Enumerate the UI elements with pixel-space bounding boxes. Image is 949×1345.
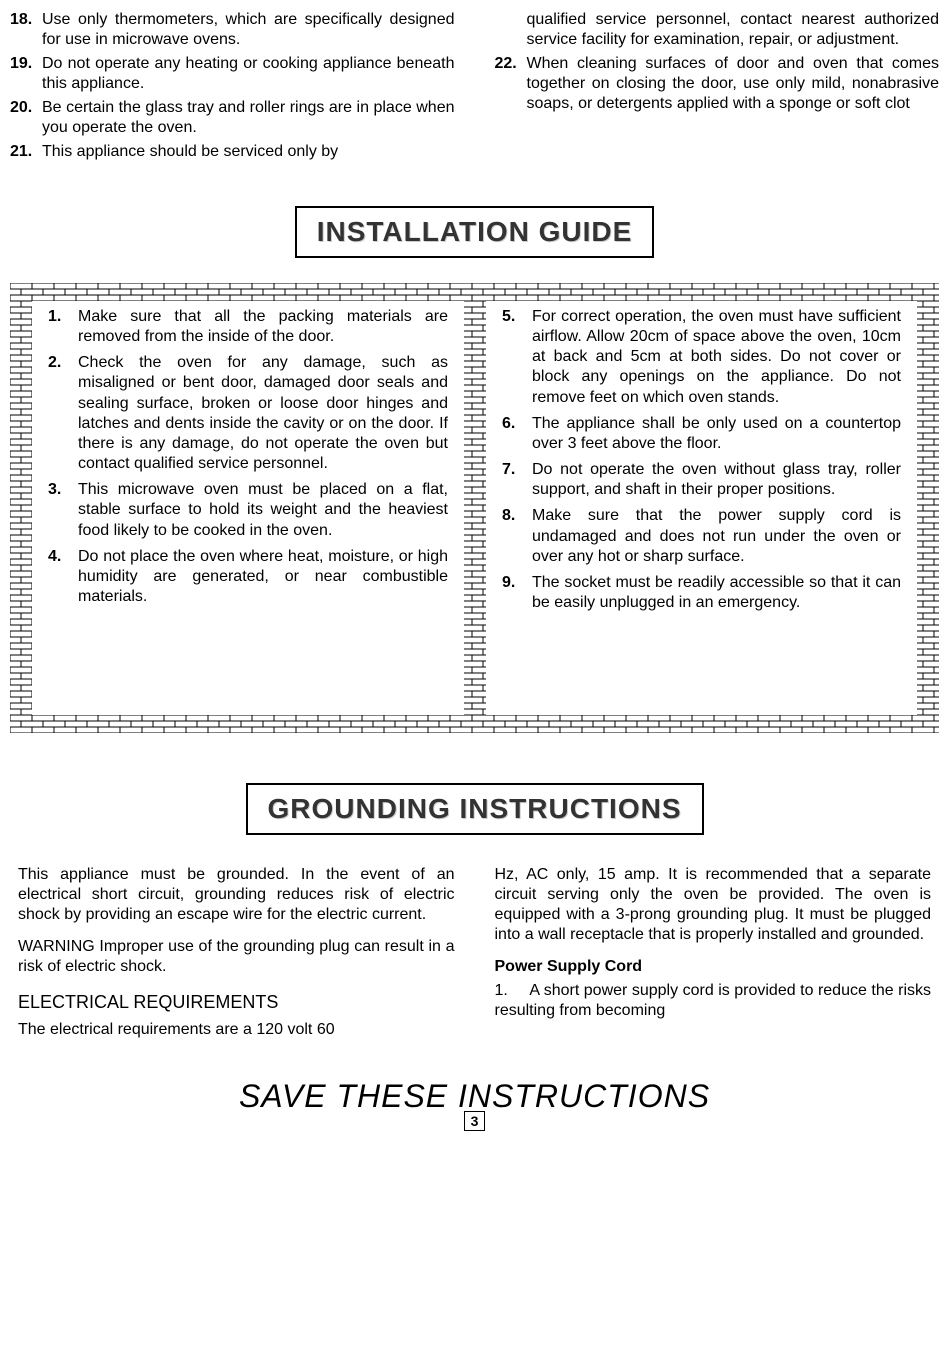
grounding-heading-wrap: GROUNDING INSTRUCTIONS [10, 783, 939, 835]
item-number: 18. [10, 10, 42, 50]
item-text: Do not operate any heating or cooking ap… [42, 54, 455, 94]
page-number: 3 [464, 1111, 486, 1131]
item-number: 19. [10, 54, 42, 94]
list-item: 3.This microwave oven must be placed on … [48, 480, 448, 540]
top-right-col: qualified service personnel, contact nea… [495, 10, 940, 166]
list-item: 7.Do not operate the oven without glass … [502, 460, 901, 500]
installation-guide-heading: INSTALLATION GUIDE [295, 206, 655, 258]
paragraph: The electrical requirements are a 120 vo… [18, 1020, 455, 1040]
list-item: 21. This appliance should be serviced on… [10, 142, 455, 162]
item-text: Be certain the glass tray and roller rin… [42, 98, 455, 138]
grounding-left-col: This appliance must be grounded. In the … [18, 865, 455, 1052]
paragraph: This appliance must be grounded. In the … [18, 865, 455, 925]
list-item: 1.Make sure that all the packing materia… [48, 307, 448, 347]
item-text: Do not operate the oven without glass tr… [532, 460, 901, 500]
item-number: 21. [10, 142, 42, 162]
list-item: 9.The socket must be readily accessible … [502, 573, 901, 613]
list-item: 19. Do not operate any heating or cookin… [10, 54, 455, 94]
item-text: Use only thermometers, which are specifi… [42, 10, 455, 50]
item-number: 20. [10, 98, 42, 138]
item-text: Do not place the oven where heat, moistu… [78, 547, 448, 607]
item-text: The appliance shall be only used on a co… [532, 414, 901, 454]
item-text: This appliance should be serviced only b… [42, 142, 455, 162]
item-text: Check the oven for any damage, such as m… [78, 353, 448, 474]
installation-guide-heading-wrap: INSTALLATION GUIDE [10, 206, 939, 258]
item-text: For correct operation, the oven must hav… [532, 307, 901, 408]
item-number: 6. [502, 414, 532, 454]
item-text: When cleaning surfaces of door and oven … [527, 54, 940, 114]
item-number: 22. [495, 54, 527, 114]
item-number: 7. [502, 460, 532, 500]
item-text: Make sure that all the packing materials… [78, 307, 448, 347]
list-item: 6.The appliance shall be only used on a … [502, 414, 901, 454]
grounding-body: This appliance must be grounded. In the … [10, 865, 939, 1052]
page-number-wrap: 3 [10, 1111, 939, 1131]
list-item: 5.For correct operation, the oven must h… [502, 307, 901, 408]
item-number: 4. [48, 547, 78, 607]
item-text: Make sure that the power supply cord is … [532, 506, 901, 566]
item-number: 2. [48, 353, 78, 474]
list-item: 4.Do not place the oven where heat, mois… [48, 547, 448, 607]
continued-text: qualified service personnel, contact nea… [527, 10, 940, 50]
item-text: The socket must be readily accessible so… [532, 573, 901, 613]
install-left-col: 1.Make sure that all the packing materia… [32, 301, 464, 715]
list-item: 2.Check the oven for any damage, such as… [48, 353, 448, 474]
list-item: 20. Be certain the glass tray and roller… [10, 98, 455, 138]
list-item: 22. When cleaning surfaces of door and o… [495, 54, 940, 114]
power-supply-cord-heading: Power Supply Cord [495, 957, 932, 977]
paragraph: Hz, AC only, 15 amp. It is recommended t… [495, 865, 932, 945]
item-number: 3. [48, 480, 78, 540]
list-item: 18. Use only thermometers, which are spe… [10, 10, 455, 50]
item-number: 8. [502, 506, 532, 566]
top-left-col: 18. Use only thermometers, which are spe… [10, 10, 455, 166]
install-right-col: 5.For correct operation, the oven must h… [486, 301, 917, 715]
item-number: 5. [502, 307, 532, 408]
list-item: 8.Make sure that the power supply cord i… [502, 506, 901, 566]
list-item: 1. A short power supply cord is provided… [495, 981, 932, 1021]
installation-box: 1.Make sure that all the packing materia… [10, 283, 939, 733]
save-instructions-banner: SAVE THESE INSTRUCTIONS [10, 1078, 939, 1115]
paragraph: WARNING Improper use of the grounding pl… [18, 937, 455, 977]
item-number: 9. [502, 573, 532, 613]
item-text: This microwave oven must be placed on a … [78, 480, 448, 540]
electrical-requirements-heading: ELECTRICAL REQUIREMENTS [18, 991, 455, 1014]
grounding-heading: GROUNDING INSTRUCTIONS [246, 783, 704, 835]
grounding-right-col: Hz, AC only, 15 amp. It is recommended t… [495, 865, 932, 1052]
item-number: 1. [48, 307, 78, 347]
top-safety-continuation: 18. Use only thermometers, which are spe… [10, 10, 939, 166]
